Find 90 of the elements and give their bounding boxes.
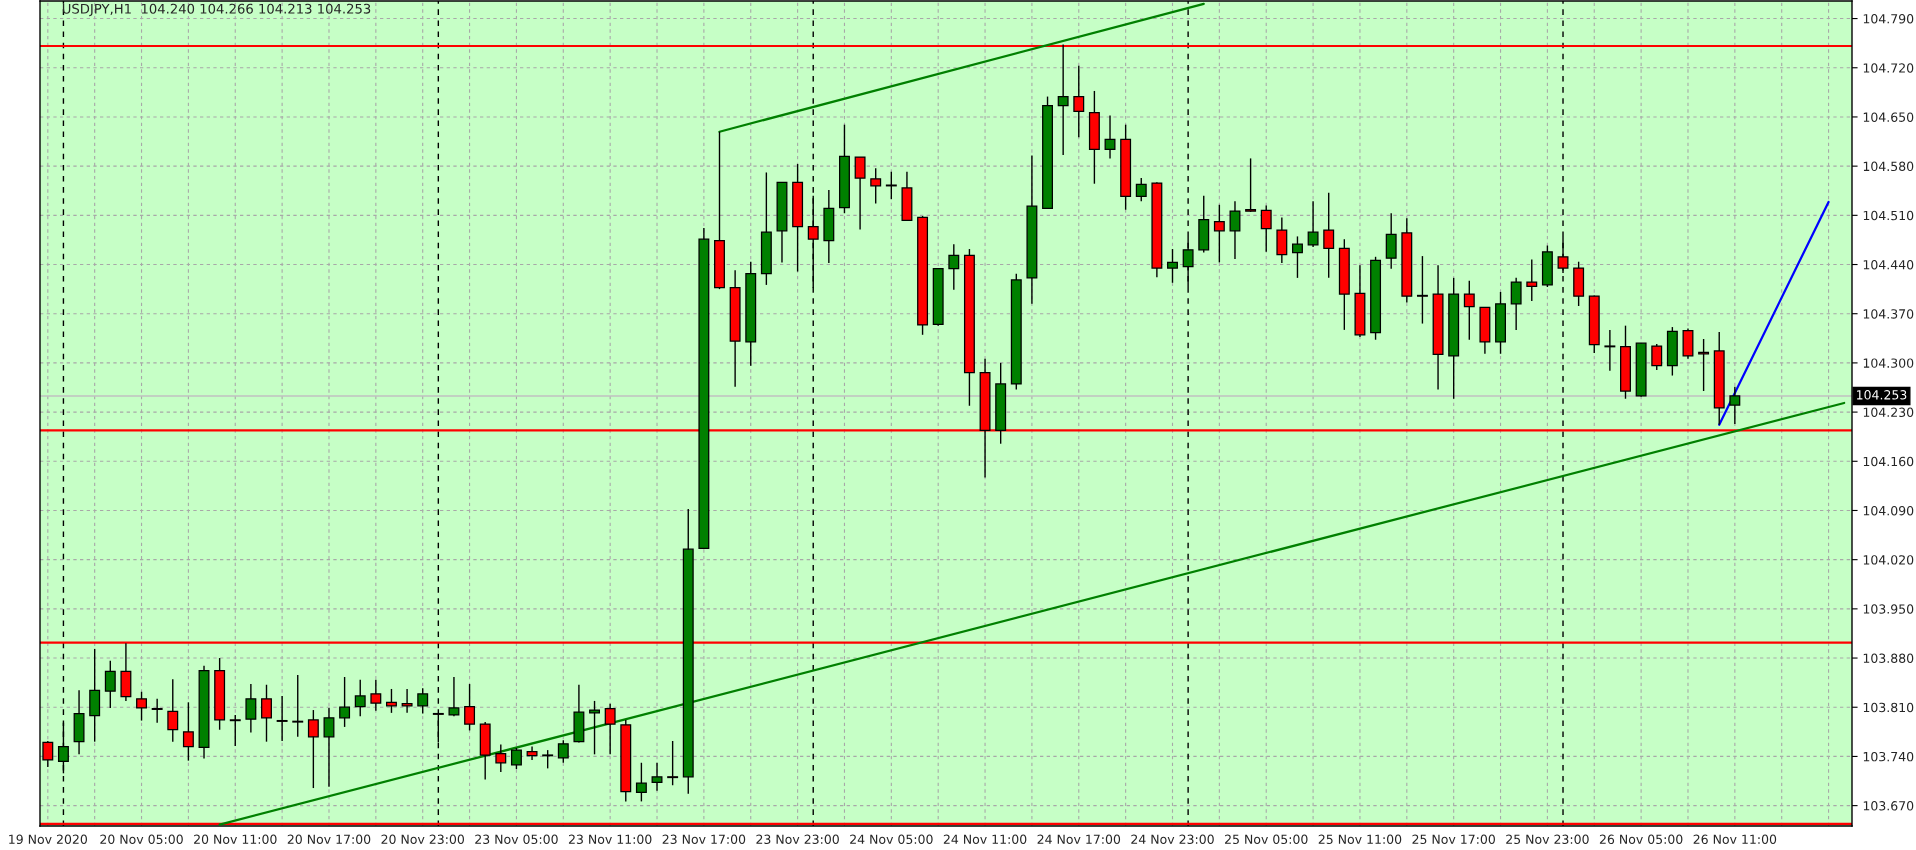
x-tick-label: 24 Nov 11:00 (943, 834, 1027, 845)
candlestick (1213, 204, 1225, 264)
candlestick (1167, 248, 1178, 284)
y-tick-label: 104.370 (1863, 309, 1914, 319)
y-tick-label: 104.790 (1863, 14, 1914, 24)
candlestick (1526, 258, 1538, 302)
candlestick (401, 688, 413, 714)
candlestick (885, 171, 897, 200)
candlestick (604, 703, 616, 756)
ref-line-label: 104.253 (1857, 390, 1907, 400)
candlestick (417, 687, 429, 715)
y-tick-label: 104.440 (1863, 259, 1914, 270)
candlestick (245, 683, 257, 734)
candlestick (151, 698, 163, 724)
y-tick-label: 104.230 (1863, 407, 1914, 418)
candlestick (136, 691, 148, 722)
candlestick (448, 676, 460, 718)
candlestick (1729, 386, 1741, 425)
candlestick (354, 679, 366, 718)
x-tick-label: 24 Nov 23:00 (1131, 834, 1214, 845)
y-tick-label: 103.950 (1863, 604, 1914, 614)
x-tick-label: 20 Nov 17:00 (287, 834, 371, 845)
candlestick (229, 714, 241, 747)
candlestick (1073, 64, 1085, 139)
chart-title: USDJPY,H1 104.240 104.266 104.213 104.253 (62, 3, 371, 17)
candlestick (370, 679, 382, 712)
candlestick (167, 678, 179, 743)
y-tick-label: 103.670 (1863, 801, 1914, 811)
candlestick (589, 700, 601, 756)
x-tick-label: 23 Nov 11:00 (568, 834, 652, 845)
candlestick (261, 684, 272, 743)
x-tick-label: 26 Nov 11:00 (1693, 834, 1777, 845)
x-tick-label: 24 Nov 17:00 (1037, 834, 1121, 845)
x-tick-label: 26 Nov 05:00 (1599, 834, 1683, 845)
candlestick (1291, 235, 1303, 279)
candlestick (667, 740, 679, 786)
x-tick-label: 23 Nov 05:00 (475, 834, 558, 845)
x-tick-label: 25 Nov 11:00 (1318, 834, 1402, 845)
y-tick-label: 104.300 (1863, 358, 1914, 368)
x-tick-label: 19 Nov 2020 (9, 834, 88, 845)
candlestick (870, 167, 882, 205)
x-tick-label: 23 Nov 23:00 (756, 834, 839, 845)
candlestick (1245, 157, 1257, 213)
x-tick-label: 23 Nov 17:00 (662, 834, 746, 845)
candlestick (1604, 329, 1616, 372)
candlestick (542, 749, 554, 770)
y-tick-label: 104.090 (1863, 505, 1914, 516)
x-tick-label: 25 Nov 05:00 (1225, 834, 1308, 845)
y-tick-label: 103.880 (1863, 653, 1914, 663)
x-tick-label: 25 Nov 23:00 (1506, 834, 1589, 845)
x-tick-label: 20 Nov 05:00 (100, 834, 183, 845)
candlestick (1416, 255, 1428, 325)
candlestick (948, 243, 960, 291)
candlestick (104, 660, 116, 709)
candlestick (1307, 200, 1319, 248)
y-tick-label: 104.580 (1863, 161, 1914, 172)
candlestick (651, 762, 663, 792)
candlestick (292, 674, 304, 738)
candlestick (557, 739, 569, 764)
x-tick-label: 20 Nov 23:00 (381, 834, 465, 845)
candlestick (510, 747, 522, 770)
x-tick-label: 25 Nov 17:00 (1412, 834, 1495, 845)
candlestick (1135, 177, 1147, 202)
y-tick-label: 104.160 (1863, 456, 1914, 467)
candlestick (1057, 43, 1069, 156)
y-tick-label: 103.740 (1863, 751, 1914, 762)
x-tick-label: 24 Nov 05:00 (850, 834, 933, 845)
candlestick (1463, 279, 1475, 341)
candlestick (307, 709, 319, 789)
candlestick (339, 676, 351, 728)
candlestick (854, 156, 866, 231)
x-tick-label: 20 Nov 11:00 (194, 834, 277, 845)
candlestick (276, 695, 288, 742)
y-tick-label: 104.720 (1863, 63, 1914, 73)
candlestick (1229, 200, 1241, 260)
y-tick-label: 104.020 (1863, 555, 1914, 565)
y-tick-label: 104.510 (1863, 210, 1914, 221)
candlestick (1651, 343, 1663, 371)
candlestick (323, 707, 335, 788)
candlestick (1323, 192, 1335, 279)
candlestick (182, 701, 194, 762)
candlestick (635, 762, 647, 803)
candlestick (464, 683, 476, 732)
candlestick (495, 743, 507, 773)
candlestick (1510, 277, 1522, 331)
candlestick (1385, 212, 1397, 270)
candlestick (1260, 204, 1272, 253)
y-tick-label: 104.650 (1863, 112, 1914, 122)
candlestick (1104, 114, 1116, 160)
y-tick-label: 103.810 (1863, 702, 1914, 713)
